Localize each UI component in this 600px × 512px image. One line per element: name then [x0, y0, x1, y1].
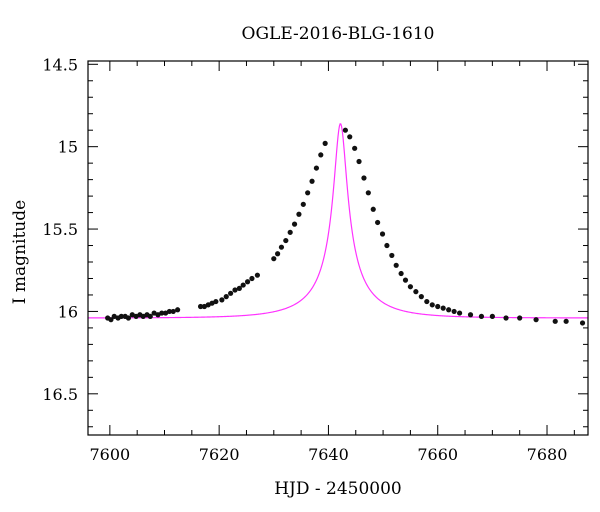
data-point — [402, 277, 409, 283]
x-axis-label: HJD - 2450000 — [274, 479, 402, 499]
data-point — [533, 317, 539, 323]
data-point — [254, 272, 260, 278]
data-point — [244, 279, 251, 285]
x-tick-label: 7660 — [417, 445, 458, 464]
data-point — [249, 275, 255, 282]
data-point — [159, 310, 165, 316]
data-point — [393, 262, 399, 268]
data-point — [125, 315, 132, 321]
data-point — [579, 320, 586, 326]
chart-title: OGLE-2016-BLG-1610 — [242, 24, 435, 44]
data-point — [424, 298, 430, 305]
y-tick-label: 14.5 — [42, 55, 78, 74]
data-point — [456, 310, 463, 316]
data-point — [108, 317, 114, 323]
data-point — [435, 303, 441, 310]
data-point — [275, 251, 281, 257]
data-point — [503, 315, 509, 321]
data-point — [375, 219, 381, 226]
data-point — [489, 313, 495, 319]
data-point — [305, 190, 311, 196]
data-point — [446, 307, 452, 313]
data-point — [365, 190, 371, 196]
data-point — [283, 237, 289, 244]
data-point — [370, 206, 376, 212]
data-point — [563, 318, 569, 324]
data-point — [278, 244, 285, 250]
data-point — [429, 302, 435, 308]
data-point — [407, 284, 414, 290]
data-point — [166, 308, 173, 315]
data-point — [223, 294, 229, 300]
data-point — [232, 287, 238, 293]
data-point — [356, 158, 362, 165]
data-point — [197, 303, 204, 310]
data-point — [170, 308, 176, 315]
y-tick-label: 15 — [58, 138, 78, 157]
data-point — [384, 242, 390, 249]
plot-area: 7600 7620 7640 7660 7680 14.5 15 15.5 16 16.5 — [42, 55, 588, 464]
x-tick-label: 7640 — [308, 445, 349, 464]
data-point — [219, 297, 225, 303]
data-point — [318, 152, 324, 158]
data-point — [398, 270, 404, 277]
data-point — [418, 294, 424, 300]
data-point — [287, 229, 293, 235]
data-point — [413, 289, 419, 295]
data-point — [361, 175, 367, 181]
data-point — [147, 313, 153, 319]
data-point — [300, 201, 306, 207]
data-point — [291, 221, 298, 227]
data-point — [118, 313, 124, 319]
model-curve — [88, 123, 588, 319]
data-point — [309, 178, 315, 184]
plot-frame — [87, 60, 589, 436]
data-point — [175, 307, 181, 313]
data-point — [440, 305, 446, 311]
data-point — [313, 165, 320, 171]
x-tick-label: 7620 — [199, 445, 240, 464]
data-point — [467, 312, 474, 318]
y-axis-label: I magnitude — [10, 200, 30, 304]
data-point — [352, 145, 358, 151]
x-tick-label: 7600 — [89, 445, 130, 464]
data-point — [347, 134, 353, 140]
x-tick-label: 7680 — [527, 445, 568, 464]
data-point — [451, 308, 457, 315]
data-point — [240, 282, 246, 288]
data-point — [213, 298, 219, 305]
data-point — [389, 252, 395, 259]
data-point — [379, 231, 386, 237]
y-tick-label: 16.5 — [42, 385, 78, 404]
data-point — [322, 140, 328, 146]
y-tick-label: 15.5 — [42, 220, 78, 239]
data-point — [478, 313, 485, 319]
data-point — [228, 290, 234, 296]
data-point — [342, 127, 348, 133]
data-point — [236, 285, 242, 291]
data-point — [271, 256, 277, 262]
data-point — [296, 211, 302, 217]
y-tick-label: 16 — [58, 302, 78, 321]
data-point — [517, 315, 523, 321]
data-point — [552, 318, 558, 324]
